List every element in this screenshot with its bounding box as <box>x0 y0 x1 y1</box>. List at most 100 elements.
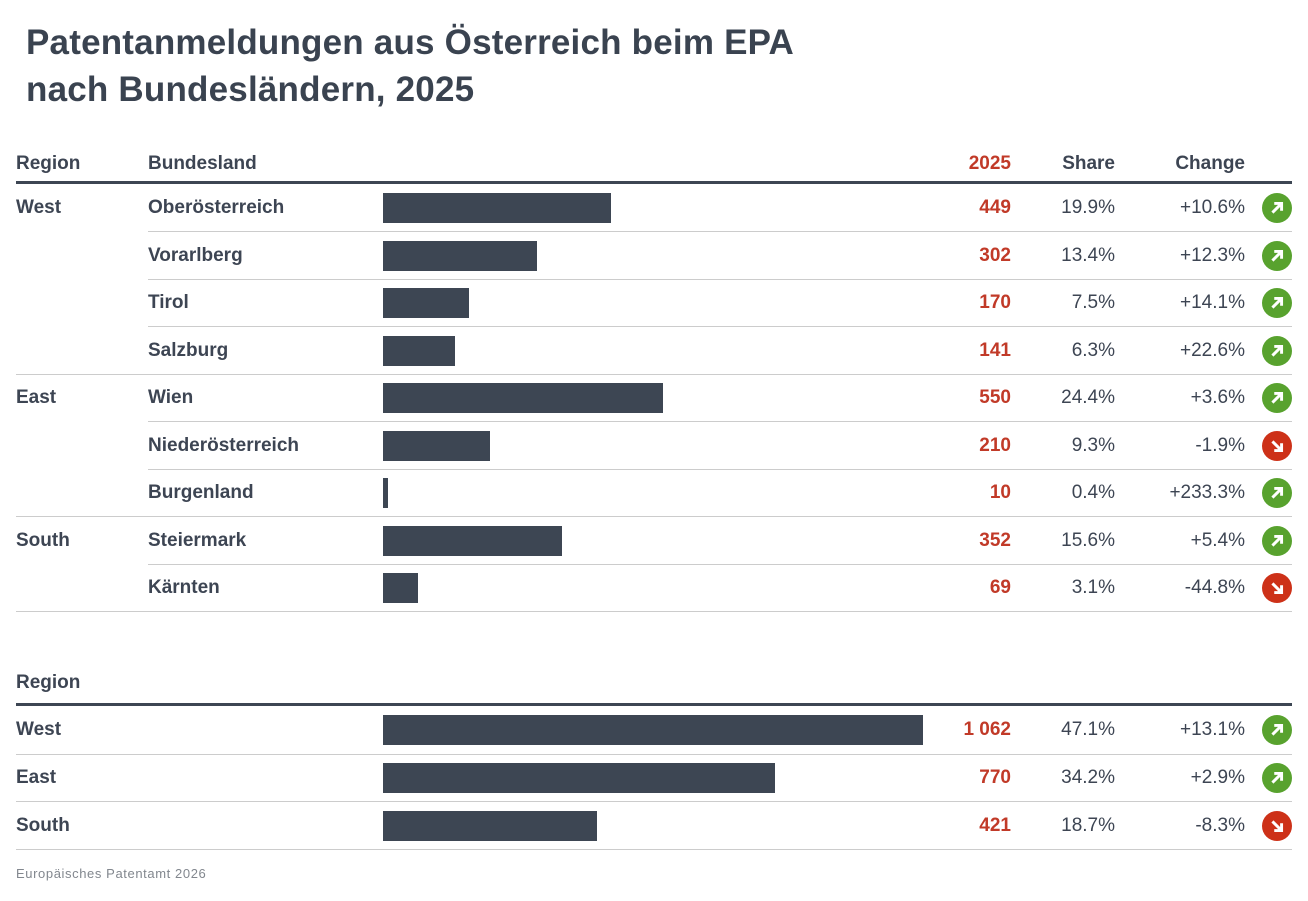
trend-cell <box>1245 801 1292 849</box>
change-cell: +13.1% <box>1180 719 1245 741</box>
bar <box>383 525 562 556</box>
change-cell: +2.9% <box>1115 753 1245 802</box>
bar-cell <box>383 801 941 849</box>
trend-up-icon <box>1262 763 1292 794</box>
trend-down-icon <box>1262 810 1292 841</box>
region-cell <box>16 231 148 279</box>
bar <box>383 715 923 746</box>
bar-cell <box>383 753 941 802</box>
detail-table-body: West Oberösterreich 449 19.9% +10.6% Vor… <box>16 184 1292 613</box>
bundesland-cell <box>148 753 383 802</box>
table-row: South Steiermark 352 15.6% +5.4% <box>16 516 1292 564</box>
region-cell: South <box>16 801 148 849</box>
trend-cell <box>1245 373 1292 422</box>
share-cell: 9.3% <box>1011 421 1115 469</box>
value-cell: 1 062 <box>963 719 1011 741</box>
bar-track <box>383 478 923 509</box>
share-cell: 3.1% <box>1011 563 1115 612</box>
change-cell: -44.8% <box>1115 563 1245 612</box>
trend-up-icon <box>1262 288 1292 319</box>
trend-cell <box>1245 184 1292 232</box>
table-row: Vorarlberg 302 13.4% +12.3% <box>16 231 1292 279</box>
region-cell: East <box>16 753 148 802</box>
bar-cell <box>383 184 941 232</box>
share-cell: 34.2% <box>1011 753 1115 802</box>
table-row: Tirol 170 7.5% +14.1% <box>16 278 1292 327</box>
table-row: Kärnten 69 3.1% -44.8% <box>16 563 1292 612</box>
region-cell: South <box>16 516 148 564</box>
bar-track <box>383 573 923 604</box>
value-cell: 302 <box>941 231 1011 279</box>
trend-up-icon <box>1262 383 1292 414</box>
column-header-share: Share <box>1062 152 1115 174</box>
share-cell: 0.4% <box>1011 468 1115 517</box>
bundesland-cell <box>148 801 383 849</box>
trend-cell <box>1245 563 1292 612</box>
value-cell: 550 <box>941 373 1011 422</box>
bar-cell <box>383 706 941 754</box>
region-cell <box>16 421 148 469</box>
table-row: East Wien 550 24.4% +3.6% <box>16 373 1292 422</box>
region-cell <box>16 564 148 612</box>
table-row: Niederösterreich 210 9.3% -1.9% <box>16 421 1292 469</box>
bar <box>383 573 419 604</box>
change-cell: -1.9% <box>1115 421 1245 469</box>
value-cell: 170 <box>941 278 1011 327</box>
bar-track <box>383 763 923 794</box>
bundesland-cell: Steiermark <box>148 516 383 564</box>
bar <box>383 335 455 366</box>
bar-track <box>383 430 923 461</box>
bar-track <box>383 192 923 223</box>
trend-up-icon <box>1262 715 1292 746</box>
trend-down-icon <box>1262 573 1292 604</box>
trend-up-icon <box>1262 525 1292 556</box>
bar-cell <box>383 421 941 469</box>
value-cell: 421 <box>941 801 1011 849</box>
table-row: South 421 18.7% -8.3% <box>16 801 1292 849</box>
bundesland-cell: Tirol <box>148 278 383 327</box>
trend-cell <box>1245 753 1292 802</box>
bar <box>383 478 389 509</box>
value-cell: 770 <box>941 753 1011 802</box>
table-row: West 1 062 47.1% +13.1% <box>16 706 1292 754</box>
region-cell: West <box>16 719 62 741</box>
change-cell: +3.6% <box>1115 373 1245 422</box>
region-cell <box>16 469 148 517</box>
column-header-region: Region <box>16 152 81 174</box>
bundesland-cell: Kärnten <box>148 563 383 612</box>
bar-track <box>383 335 923 366</box>
value-cell: 69 <box>941 563 1011 612</box>
bar <box>383 192 612 223</box>
share-cell: 19.9% <box>1061 196 1115 218</box>
share-cell: 47.1% <box>1061 719 1115 741</box>
change-cell: +5.4% <box>1115 516 1245 564</box>
column-header-trend-spacer <box>1245 150 1292 181</box>
trend-up-icon <box>1262 192 1292 223</box>
change-cell: +14.1% <box>1115 278 1245 327</box>
region-table-header: Region <box>16 668 1292 707</box>
bar <box>383 430 490 461</box>
column-header-region: Region <box>16 672 81 694</box>
share-cell: 13.4% <box>1011 231 1115 279</box>
bar <box>383 383 663 414</box>
bar-track <box>383 525 923 556</box>
value-cell: 141 <box>941 326 1011 374</box>
bar-cell <box>383 563 941 612</box>
bar-cell <box>383 278 941 327</box>
bar <box>383 288 470 319</box>
bundesland-cell: Burgenland <box>148 468 383 517</box>
bundesland-cell <box>148 706 383 754</box>
bar-track <box>383 810 923 841</box>
bar <box>383 810 598 841</box>
bar-track <box>383 715 923 746</box>
table-row: Burgenland 10 0.4% +233.3% <box>16 468 1292 517</box>
value-cell: 352 <box>941 516 1011 564</box>
bundesland-cell: Vorarlberg <box>148 231 383 279</box>
value-cell: 10 <box>941 468 1011 517</box>
bar-track <box>383 240 923 271</box>
share-cell: 15.6% <box>1011 516 1115 564</box>
value-cell: 210 <box>941 421 1011 469</box>
change-cell: +233.3% <box>1115 468 1245 517</box>
change-cell: +10.6% <box>1180 196 1245 218</box>
